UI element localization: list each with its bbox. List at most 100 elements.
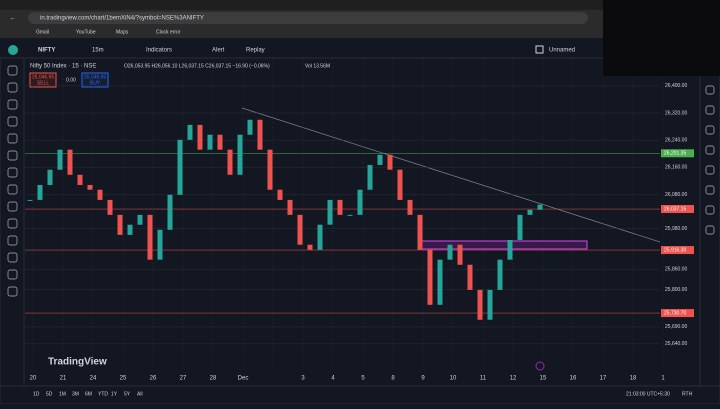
price-tag — [661, 309, 694, 318]
candle — [517, 214, 523, 240]
tool-icon[interactable] — [7, 218, 18, 229]
layout[interactable]: Unnamed — [549, 48, 575, 54]
symbol[interactable]: NIFTY — [38, 48, 55, 54]
tool-icon[interactable] — [7, 286, 18, 297]
x-tick-label: 20 — [30, 376, 37, 382]
session[interactable]: RTH — [682, 391, 693, 397]
candle — [27, 199, 33, 201]
x-tick-label: 27 — [180, 376, 187, 382]
candle — [377, 154, 383, 165]
range-button[interactable]: YTD — [98, 391, 108, 397]
range-button[interactable]: 1M — [59, 391, 66, 397]
range-button[interactable]: 3M — [72, 391, 79, 397]
range-button[interactable]: 6M — [85, 391, 92, 397]
price-tag — [661, 246, 694, 255]
candle — [457, 244, 463, 265]
tool-icon[interactable] — [7, 82, 18, 93]
side-icon[interactable] — [705, 145, 715, 155]
range-button[interactable]: 1Y — [111, 391, 118, 397]
side-icon[interactable] — [705, 125, 715, 135]
candle — [287, 199, 293, 215]
tool-icon[interactable] — [7, 252, 18, 263]
price-tag — [661, 205, 694, 214]
spread: 0.00 — [66, 77, 76, 83]
candle — [87, 184, 93, 190]
candle — [467, 264, 473, 290]
candle — [497, 259, 503, 290]
price-tag-label: 25,916.30 — [664, 247, 686, 253]
interval[interactable]: 15m — [92, 48, 104, 54]
y-tick-label: 26,400.00 — [665, 83, 687, 89]
left-toolbar — [0, 57, 25, 389]
candle — [137, 214, 143, 225]
side-icon[interactable] — [705, 85, 715, 95]
candle — [97, 189, 103, 200]
x-tick-label: 8 — [391, 376, 395, 382]
tool-icon[interactable] — [7, 116, 18, 127]
price-tag-label: 26,201.35 — [664, 151, 686, 157]
tool-icon[interactable] — [7, 150, 18, 161]
range-button[interactable]: 5Y — [124, 391, 131, 397]
candle — [177, 139, 183, 195]
candle — [347, 214, 353, 216]
tool-icon[interactable] — [7, 133, 18, 144]
url: in.tradingview.com/chart/1bemXiN4/?symbo… — [40, 16, 204, 22]
bookmark[interactable]: Gmail — [36, 29, 49, 35]
candle — [207, 134, 213, 150]
candle — [387, 154, 393, 170]
candle — [337, 199, 343, 215]
url-field[interactable] — [28, 12, 588, 24]
x-tick-label: 15 — [540, 376, 547, 382]
side-icon[interactable] — [705, 185, 715, 195]
sell: SELL — [37, 80, 49, 86]
range-button[interactable]: All — [137, 391, 143, 397]
x-tick-label: 24 — [90, 376, 97, 382]
candle — [537, 204, 543, 210]
side-icon[interactable] — [705, 105, 715, 115]
bookmark[interactable]: Clock error — [156, 29, 181, 35]
x-tick-label: 25 — [120, 376, 127, 382]
tool-icon[interactable] — [7, 201, 18, 212]
tool-icon[interactable] — [7, 167, 18, 178]
tool-icon[interactable] — [7, 269, 18, 280]
alert[interactable]: Alert — [212, 48, 225, 54]
candle — [117, 214, 123, 235]
candle — [277, 189, 283, 200]
candle — [417, 214, 423, 250]
sell-price: 26,046.95 — [32, 74, 54, 80]
side-icon[interactable] — [705, 205, 715, 215]
candle — [227, 149, 233, 175]
indicators[interactable]: Indicators — [146, 48, 172, 54]
candle — [527, 209, 533, 215]
range-button[interactable]: 5D — [46, 391, 53, 397]
side-icon[interactable] — [705, 165, 715, 175]
side-icon[interactable] — [705, 225, 715, 235]
candle — [407, 199, 413, 215]
back[interactable]: ← — [10, 16, 16, 22]
avatar[interactable] — [8, 45, 18, 55]
x-tick-label: 18 — [630, 376, 637, 382]
candle — [107, 199, 113, 215]
bookmark[interactable]: Maps — [116, 29, 129, 35]
tool-icon[interactable] — [7, 235, 18, 246]
sell-button[interactable] — [29, 72, 57, 88]
candle — [327, 199, 333, 225]
buy-button[interactable] — [81, 72, 109, 88]
replay[interactable]: Replay — [246, 48, 265, 54]
bookmark[interactable]: YouTube — [76, 29, 96, 35]
candle — [67, 149, 73, 175]
tool-icon[interactable] — [7, 99, 18, 110]
candle — [437, 259, 443, 305]
range-button[interactable]: 1D — [33, 391, 40, 397]
tool-icon[interactable] — [7, 184, 18, 195]
x-tick-label: 4 — [331, 376, 335, 382]
y-tick-label: 26,240.00 — [665, 137, 687, 143]
time: 21:03:00 UTC+5:30 — [626, 391, 670, 397]
x-tick-label: 9 — [421, 376, 425, 382]
tool-icon[interactable] — [7, 65, 18, 76]
x-tick-label: 1 — [661, 376, 665, 382]
layout-icon — [535, 45, 544, 54]
y-tick-label: 26,320.00 — [665, 110, 687, 116]
